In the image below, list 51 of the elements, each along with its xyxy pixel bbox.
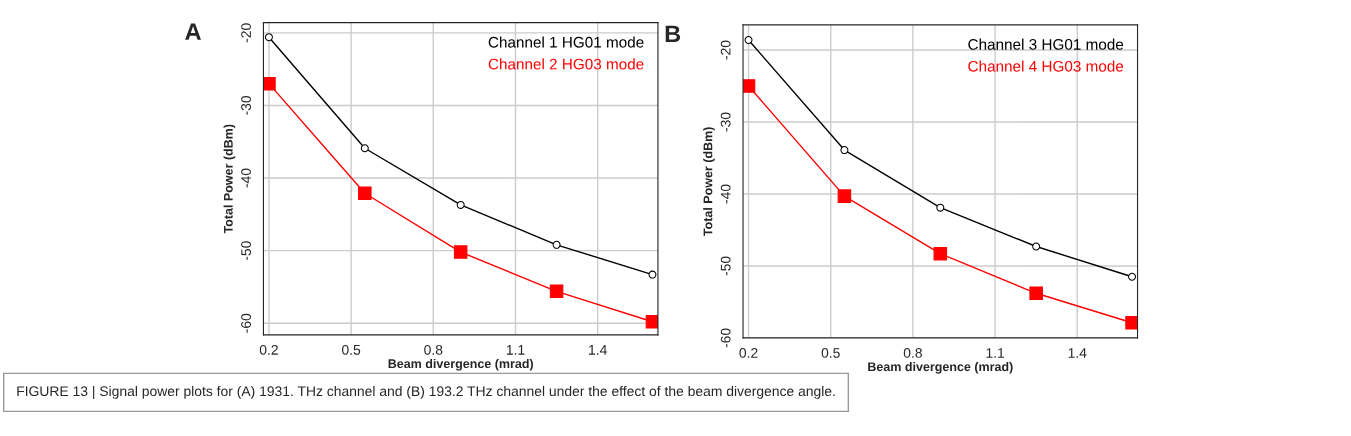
point: [1125, 316, 1138, 330]
point: [933, 246, 948, 261]
point: [358, 186, 372, 201]
point: [263, 76, 276, 91]
caption: FIGURE 13 | Signal power plots for (A) 1931. THz channel and (B) 193.2 THz channel under the effect of the beam divergence angle.: [17, 385, 835, 399]
point: [1029, 286, 1043, 301]
point: [264, 33, 273, 42]
point: [743, 79, 756, 93]
point: [456, 200, 465, 209]
y-tick-label: -50: [241, 241, 251, 261]
y-tick-label: -30: [241, 95, 251, 115]
y-tick-label: -30: [720, 112, 731, 132]
point: [549, 284, 564, 299]
point: [453, 245, 468, 259]
y-tick-label: -20: [241, 23, 251, 43]
point: [552, 240, 561, 249]
y-tick-label: -40: [241, 168, 251, 188]
x-tick-label: 0.2: [739, 347, 758, 358]
x-tick-label: 0.5: [821, 347, 840, 358]
y-axis-title: Total Power (dBm): [223, 124, 236, 234]
point: [837, 189, 852, 203]
chart-title: A: [185, 23, 201, 40]
y-axis-title: Total Power (dBm): [703, 127, 715, 236]
x-tick-label: 1.1: [986, 348, 1005, 358]
y-tick-label: -40: [720, 184, 731, 204]
x-tick-label: 1.1: [506, 345, 525, 355]
x-tick-label: 1.4: [589, 345, 607, 355]
point: [744, 35, 753, 44]
point: [936, 203, 945, 212]
point: [360, 144, 369, 153]
y-tick-label: -20: [720, 40, 731, 60]
point: [1032, 242, 1041, 251]
text: Channel 2 HG03 mode: [488, 58, 644, 70]
y-tick-label: -60: [241, 313, 251, 333]
point: [648, 270, 657, 279]
chart-title: B: [665, 25, 681, 42]
x-tick-label: 0.8: [903, 347, 922, 358]
text: Channel 3 HG01 mode: [968, 38, 1124, 50]
y-tick-label: -50: [720, 256, 731, 276]
text: Channel 1 HG01 mode: [488, 36, 644, 48]
point: [1128, 272, 1137, 281]
x-axis-title: Beam divergence (mrad): [388, 358, 534, 371]
text: Channel 4 HG03 mode: [968, 60, 1124, 72]
x-tick-label: 0.8: [424, 344, 443, 355]
x-tick-label: 0.5: [342, 344, 361, 355]
point: [840, 146, 849, 155]
x-tick-label: 0.2: [259, 344, 278, 355]
x-axis-title: Beam divergence (mrad): [868, 361, 1013, 374]
point: [645, 315, 658, 329]
x-tick-label: 1.4: [1068, 348, 1087, 358]
y-tick-label: -60: [720, 328, 731, 348]
